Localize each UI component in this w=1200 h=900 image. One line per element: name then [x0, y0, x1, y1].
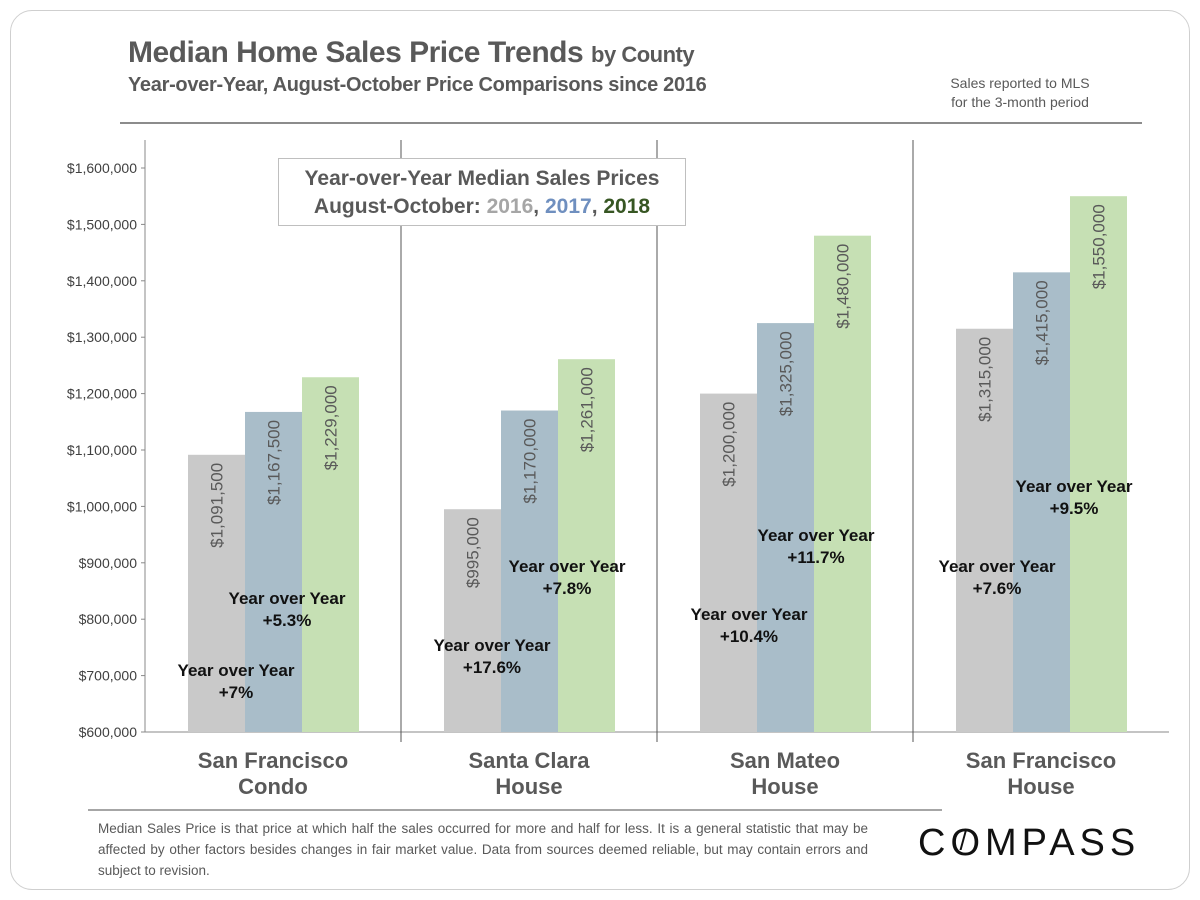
bar-data-label: $1,170,000: [521, 419, 540, 504]
source-note: Sales reported to MLS for the 3-month per…: [950, 75, 1090, 110]
bar-data-label: $1,229,000: [322, 385, 341, 470]
legend-2017: 2017: [544, 195, 592, 218]
bar-data-label: $1,091,500: [208, 463, 227, 548]
chart-title: Median Home Sales Price Trends by County: [128, 36, 695, 69]
bar-2016: [444, 509, 501, 732]
y-tick-label: $1,500,000: [67, 216, 137, 232]
x-category-label: House: [1007, 774, 1074, 799]
yoy-annotation: Year over Year +9.5%: [1015, 477, 1133, 518]
footer-disclaimer: Median Sales Price is that price at whic…: [98, 821, 868, 878]
x-category-label: San Francisco: [966, 748, 1116, 773]
bar-data-label: $1,550,000: [1090, 204, 1109, 289]
x-category-label: San Mateo: [730, 748, 840, 773]
x-category-label: Santa Clara: [468, 748, 590, 773]
y-tick-label: $1,600,000: [67, 160, 137, 176]
bar-2018: [814, 235, 871, 732]
divider: [88, 809, 942, 811]
y-tick-label: $1,100,000: [67, 442, 137, 458]
y-tick-label: $1,000,000: [67, 498, 137, 514]
y-tick-label: $900,000: [79, 555, 138, 571]
bar-data-label: $1,315,000: [976, 337, 995, 422]
yoy-annotation: Year over Year +10.4%: [690, 605, 808, 646]
x-category-label: Condo: [238, 774, 308, 799]
y-tick-label: $1,200,000: [67, 386, 137, 402]
bar-2017: [245, 411, 302, 732]
bar-2016: [700, 393, 757, 732]
y-tick-label: $800,000: [79, 611, 138, 627]
bar-data-label: $1,261,000: [578, 367, 597, 452]
yoy-annotation: Year over Year +17.6%: [433, 636, 551, 677]
divider: [120, 122, 1142, 124]
compass-logo: CO / MPASS: [918, 822, 1141, 864]
x-category-label: San Francisco: [198, 748, 348, 773]
legend: Year-over-Year Median Sales Prices Augus…: [278, 158, 686, 226]
bar-data-label: $995,000: [464, 517, 483, 588]
y-tick-label: $700,000: [79, 668, 138, 684]
chart-subtitle: Year-over-Year, August-October Price Com…: [128, 74, 707, 96]
yoy-annotation: Year over Year +5.3%: [228, 589, 346, 630]
legend-2018: 2018: [603, 195, 651, 218]
legend-2016: 2016: [486, 195, 534, 218]
bar-2017: [1013, 272, 1070, 732]
bar-2017: [757, 323, 814, 732]
yoy-annotation: Year over Year +11.7%: [757, 526, 875, 567]
legend-title: Year-over-Year Median Sales Prices: [304, 167, 660, 190]
bar-data-label: $1,200,000: [720, 402, 739, 487]
yoy-annotation: Year over Year +7.6%: [938, 557, 1056, 598]
yoy-annotation: Year over Year +7%: [177, 661, 295, 702]
y-tick-label: $600,000: [79, 724, 138, 740]
y-tick-label: $1,400,000: [67, 273, 137, 289]
bar-2018: [1070, 196, 1127, 732]
y-tick-label: $1,300,000: [67, 329, 137, 345]
x-category-label: House: [495, 774, 562, 799]
bar-data-label: $1,325,000: [777, 331, 796, 416]
bar-data-label: $1,415,000: [1033, 280, 1052, 365]
bar-data-label: $1,480,000: [834, 244, 853, 329]
yoy-annotation: Year over Year +7.8%: [508, 557, 626, 598]
bar-2016: [956, 328, 1013, 732]
bar-2016: [188, 454, 245, 732]
bar-2018: [302, 377, 359, 732]
bar-2018: [558, 359, 615, 732]
frame: [10, 10, 1190, 890]
bar-2017: [501, 410, 558, 732]
x-category-label: House: [751, 774, 818, 799]
bar-data-label: $1,167,500: [265, 420, 284, 505]
